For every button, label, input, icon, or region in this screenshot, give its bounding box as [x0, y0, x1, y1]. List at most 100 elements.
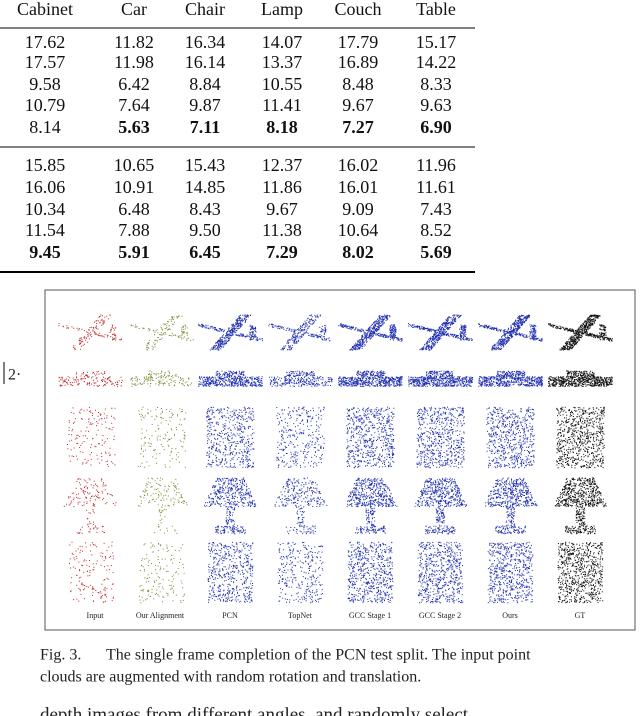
point-cloud	[58, 314, 122, 350]
table-cell: 11.82	[114, 32, 154, 52]
table-cell: 16.06	[25, 177, 66, 197]
point-cloud	[487, 541, 534, 604]
table-cell: 7.43	[420, 199, 452, 219]
table-cell: 9.87	[189, 95, 221, 115]
table-cell: 11.61	[416, 177, 456, 197]
table-cell: 10.34	[25, 199, 66, 219]
table-cell: 9.58	[29, 74, 61, 94]
point-cloud	[554, 477, 607, 535]
table-cell: 10.65	[114, 155, 155, 175]
column-header: Lamp	[261, 0, 303, 19]
point-cloud	[276, 406, 325, 469]
figure-label: GT	[575, 611, 586, 620]
figure-label: PCN	[222, 611, 238, 620]
table-cell: 11.54	[25, 220, 65, 240]
point-cloud	[277, 542, 324, 604]
table-cell: 5.63	[118, 117, 150, 137]
table-cell: 10.55	[262, 74, 303, 94]
column-header: Couch	[335, 0, 382, 19]
point-cloud	[414, 477, 468, 535]
table-cell: 14.07	[262, 32, 303, 52]
table-cell: 7.29	[266, 242, 298, 262]
figure-label: GCC Stage 2	[419, 611, 461, 620]
table-cell: 9.67	[266, 199, 298, 219]
point-cloud	[408, 314, 473, 351]
table-cell: 10.64	[338, 220, 379, 240]
point-cloud	[338, 370, 403, 387]
table-cell: 9.45	[29, 242, 61, 262]
table-cell: 10.91	[114, 177, 155, 197]
table-cell: 8.52	[420, 220, 452, 240]
caption-label: Fig. 3.	[40, 647, 81, 664]
point-cloud	[478, 370, 543, 387]
column-header: Cabinet	[17, 0, 73, 19]
table-cell: 16.34	[185, 32, 226, 52]
table-cell: 16.02	[338, 155, 379, 175]
figure-label: Ours	[502, 611, 518, 620]
point-cloud	[346, 406, 395, 469]
table-cell: 17.57	[25, 52, 66, 72]
figure-label: TopNet	[288, 611, 313, 620]
table-cell: 7.64	[118, 95, 150, 115]
table-cell: 6.90	[420, 117, 452, 137]
table-cell: 11.86	[262, 177, 302, 197]
point-cloud	[557, 541, 604, 604]
point-cloud	[58, 371, 123, 387]
table-cell: 6.45	[189, 242, 221, 262]
point-cloud	[63, 478, 117, 534]
point-cloud	[207, 541, 254, 603]
table-cell: 12.37	[262, 155, 303, 175]
table-cell: 11.96	[416, 155, 456, 175]
column-header: Table	[416, 0, 456, 19]
table-cell: 17.62	[25, 32, 66, 52]
table-cell: 16.01	[338, 177, 379, 197]
table-cell: 11.38	[262, 220, 302, 240]
table-cell: 8.18	[266, 117, 298, 137]
table-cell: 7.88	[118, 220, 150, 240]
caption-text: The single frame completion of the PCN t…	[106, 647, 531, 664]
table-cell: 8.02	[342, 242, 374, 262]
point-cloud	[548, 314, 613, 351]
point-cloud	[417, 541, 464, 604]
figure-label: Our Alignment	[136, 611, 185, 620]
point-cloud	[268, 314, 331, 351]
table-cell: 13.37	[262, 52, 303, 72]
table-cell: 6.48	[118, 199, 150, 219]
table-cell: 14.85	[185, 177, 226, 197]
table-cell: 11.98	[114, 52, 154, 72]
point-cloud	[478, 314, 543, 351]
point-cloud	[69, 541, 115, 603]
figure-label: GCC Stage 1	[349, 611, 391, 620]
table-cell: 5.69	[420, 242, 452, 262]
table-cell: 7.11	[190, 117, 221, 137]
point-cloud	[408, 370, 473, 387]
table-cell: 9.50	[189, 220, 221, 240]
point-cloud	[139, 542, 185, 604]
point-cloud	[67, 406, 116, 467]
point-cloud	[138, 477, 188, 534]
body-text: depth images from different angles, and …	[40, 704, 469, 716]
point-cloud	[198, 370, 263, 387]
point-cloud	[204, 477, 257, 535]
point-cloud	[548, 370, 613, 387]
point-cloud	[416, 406, 465, 469]
point-cloud	[198, 314, 263, 351]
table-cell: 8.48	[342, 74, 374, 94]
column-header: Car	[121, 0, 147, 19]
table-cell: 16.89	[338, 52, 379, 72]
point-cloud	[486, 406, 535, 469]
table-cell: 8.33	[420, 74, 452, 94]
table-cell: 17.79	[338, 32, 379, 52]
table-cell: 6.42	[118, 74, 150, 94]
table-cell: 8.43	[189, 199, 221, 219]
point-cloud	[137, 406, 187, 468]
point-cloud	[347, 541, 394, 604]
table-cell: 8.84	[189, 74, 221, 94]
point-cloud	[269, 370, 333, 387]
table-cell: 9.09	[342, 199, 374, 219]
point-cloud	[338, 314, 403, 351]
table-cell: 15.43	[185, 155, 226, 175]
figure-frame	[44, 289, 636, 631]
